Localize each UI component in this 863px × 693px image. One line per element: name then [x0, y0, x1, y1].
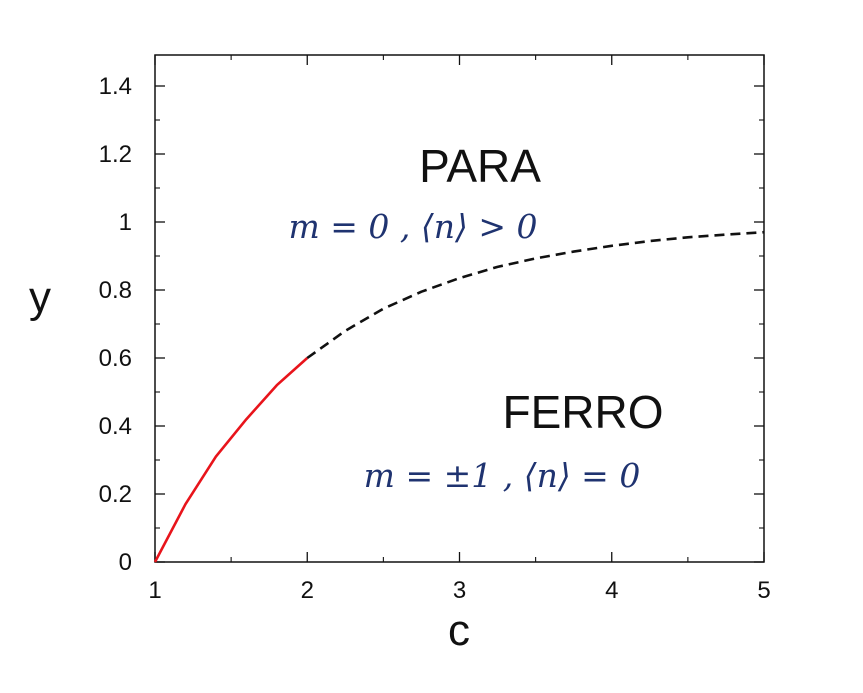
- ferro-region-formula: m = ±1 , ⟨n⟩ = 0: [364, 456, 641, 495]
- axis-ticks: 1 2 3 4 5 0 0.2 0.4 0.6 0.8 1 1.2 1.4: [99, 55, 771, 604]
- y-tick-label: 0.8: [99, 277, 132, 304]
- x-axis-title: c: [448, 606, 470, 655]
- para-region-title: PARA: [419, 140, 541, 192]
- y-tick-label: 1.2: [99, 141, 132, 168]
- x-tick-label: 5: [757, 577, 770, 604]
- solid-boundary-line: [153, 357, 309, 563]
- y-tick-label: 0.6: [99, 345, 132, 372]
- y-tick-label: 1.4: [99, 73, 132, 100]
- y-tick-label: 0.2: [99, 481, 132, 508]
- para-region-formula: m = 0 , ⟨n⟩ > 0: [288, 207, 537, 246]
- ferro-region-title: FERRO: [503, 386, 664, 438]
- y-axis-title: y: [29, 273, 51, 322]
- y-tick-label: 0: [119, 549, 132, 576]
- x-tick-label: 4: [605, 577, 618, 604]
- y-tick-label: 0.4: [99, 413, 132, 440]
- x-tick-label: 2: [301, 577, 314, 604]
- x-tick-label: 3: [453, 577, 466, 604]
- y-tick-label: 1: [119, 209, 132, 236]
- series-group: [153, 230, 765, 563]
- x-tick-label: 1: [148, 577, 161, 604]
- dashed-boundary-line: [306, 230, 765, 360]
